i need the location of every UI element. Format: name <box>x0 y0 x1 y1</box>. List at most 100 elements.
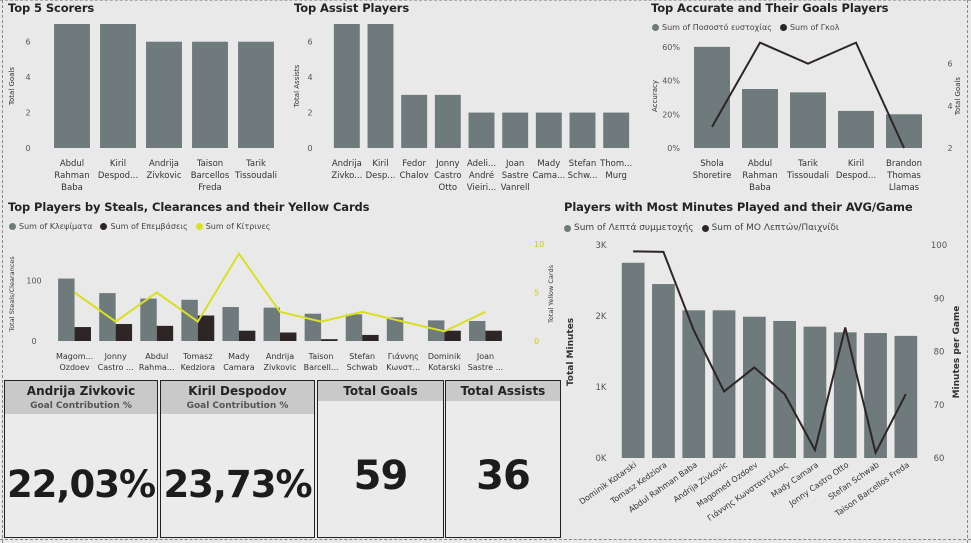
x-tick-label: Kotarski <box>428 363 460 372</box>
steals-legend: Sum of Κλεψίματα Sum of Επεμβάσεις Sum o… <box>9 222 270 231</box>
x-tick-label: Rahman <box>742 171 777 181</box>
legend-label-steals: Sum of Κλεψίματα <box>19 222 93 231</box>
y-tick-label: 0 <box>25 144 30 153</box>
x-tick-label: Taison <box>196 159 223 169</box>
card-total-goals-title: Total Goals <box>318 381 443 401</box>
card-player1-value: 22,03% <box>6 463 156 506</box>
y-tick-label: 4 <box>25 73 30 82</box>
y-right-tick-label: 6 <box>947 60 952 69</box>
y-right-tick-label: 5 <box>534 289 539 298</box>
bar-steals <box>99 293 116 341</box>
x-tick-label: Tissoudali <box>786 171 829 181</box>
x-tick-label: Abdul <box>145 352 168 361</box>
x-tick-label: Taison <box>308 352 334 361</box>
x-tick-label: Cama... <box>532 171 565 181</box>
x-tick-label: Kiril <box>848 159 864 169</box>
y-left-tick-label: 1K <box>596 383 607 393</box>
y-right-tick-label: 4 <box>947 102 952 111</box>
minutes-visual[interactable]: Players with Most Minutes Played and the… <box>560 198 967 538</box>
x-tick-label: Camara <box>223 363 254 372</box>
bar <box>367 24 394 148</box>
y-left-tick-label: 100 <box>26 276 41 285</box>
canvas-border-left <box>2 0 3 543</box>
card-total-assists[interactable]: Total Assists 36 <box>445 380 561 538</box>
bar-clearances <box>362 334 379 341</box>
bar-clearances <box>238 330 256 341</box>
y-left-tick-label: 3K <box>596 241 607 251</box>
bar <box>502 112 529 148</box>
x-tick-label: Jonny <box>104 352 127 361</box>
bar-steals <box>386 317 404 341</box>
x-tick-label: Andrija <box>266 352 294 361</box>
x-tick-label: Castro <box>434 171 461 181</box>
steals-visual[interactable]: Top Players by Steals, Clearances and th… <box>6 198 556 378</box>
card-player1-name: Andrija Zivkovic <box>26 384 136 398</box>
accuracy-visual[interactable]: Top Accurate and Their Goals Players Sum… <box>648 0 966 197</box>
x-tick-label: Thomas <box>886 171 921 181</box>
bar-clearances <box>485 330 502 341</box>
bar-clearances <box>156 325 174 341</box>
x-tick-label: Sastre <box>502 171 529 181</box>
bar-steals <box>58 278 75 341</box>
bar <box>333 24 360 148</box>
x-tick-label: Despod... <box>836 171 876 181</box>
bar-steals <box>222 307 239 341</box>
y-axis-title-left: Accuracy <box>651 80 659 112</box>
x-tick-label: Stefan <box>569 159 597 169</box>
y-tick-label: 6 <box>307 38 312 47</box>
x-tick-label: Kiril <box>372 159 388 169</box>
top-scorers-title: Top 5 Scorers <box>8 1 95 15</box>
bar <box>621 262 645 458</box>
card-total-goals-value: 59 <box>353 453 409 499</box>
x-tick-label: Kedziora <box>181 363 215 372</box>
y-right-tick-label: 80 <box>934 348 945 358</box>
card-player1[interactable]: Andrija Zivkovic Goal Contribution % 22,… <box>4 380 158 538</box>
card-total-goals[interactable]: Total Goals 59 <box>317 380 444 538</box>
x-tick-label: Mady <box>228 352 250 361</box>
card-player2-subtitle: Goal Contribution % <box>186 401 289 411</box>
x-tick-label: André <box>469 170 494 181</box>
y-tick-label: 6 <box>25 38 30 47</box>
x-tick-label: Γιάννης <box>388 352 419 361</box>
y-tick-label: 2 <box>307 109 312 118</box>
bar-clearances <box>197 315 215 341</box>
x-tick-label: Despod... <box>98 171 138 181</box>
card-player2-name: Kiril Despodov <box>188 384 287 398</box>
x-tick-label: Joan <box>505 159 524 169</box>
x-tick-label: Vieiri... <box>467 183 497 193</box>
bar <box>682 310 706 458</box>
canvas-border-right <box>967 0 968 543</box>
x-tick-label: Joan <box>476 352 494 361</box>
x-tick-label: Κωνστ... <box>386 363 420 372</box>
bar <box>894 335 918 458</box>
legend-label-avg: Sum of ΜΟ Λεπτών/Παιχνίδι <box>711 223 839 233</box>
x-tick-label: Fedor <box>402 159 426 169</box>
x-tick-label: Abdul <box>748 159 772 169</box>
y-tick-label: 0 <box>307 144 312 153</box>
y-axis-title-right: Total Yellow Cards <box>547 264 555 324</box>
legend-label-goals: Sum of Γκολ <box>789 23 840 32</box>
legend-label-clearances: Sum of Επεμβάσεις <box>110 222 188 231</box>
bar-clearances <box>280 332 297 341</box>
x-tick-label: Andrija <box>332 159 362 169</box>
top-assists-visual[interactable]: Top Assist Players Total Assists 0 2 4 6 Andr… <box>292 0 642 195</box>
top-scorers-visual[interactable]: Top 5 Scorers Total Goals 0 2 4 6 Abdul Rahman… <box>6 0 288 195</box>
x-tick-label: Stefan <box>349 352 375 361</box>
steals-chart[interactable]: Total Steals/Clearances Total Yellow Card… <box>6 198 556 378</box>
top-assists-chart[interactable]: Total Assists 0 2 4 6 Andrija Zivko... Kiril Des… <box>292 0 642 195</box>
card-player2-header: Kiril Despodov Goal Contribution % <box>161 381 314 414</box>
y-right-tick-label: 0 <box>534 337 539 346</box>
bar <box>54 24 90 148</box>
bar <box>838 110 874 148</box>
y-right-tick-label: 10 <box>534 240 544 249</box>
accuracy-chart[interactable]: Accuracy Total Goals 0% 20% 40% 60% 2 4 6 Shola Sh… <box>648 0 966 197</box>
x-tick-label: Zivkovic <box>146 171 181 181</box>
top-scorers-chart[interactable]: Total Goals 0 2 4 6 Abdul Rahman Baba Kiril Despo… <box>6 0 288 195</box>
minutes-chart[interactable]: Total Minutes Minutes per Game 0K 1K 2K 3K 60 7… <box>560 198 967 538</box>
x-tick-label: Schwab <box>347 363 378 372</box>
canvas-border-bottom <box>0 539 971 540</box>
card-player2[interactable]: Kiril Despodov Goal Contribution % 23,73… <box>160 380 315 538</box>
y-right-tick-label: 100 <box>931 241 947 251</box>
steals-title: Top Players by Steals, Clearances and th… <box>8 200 370 214</box>
